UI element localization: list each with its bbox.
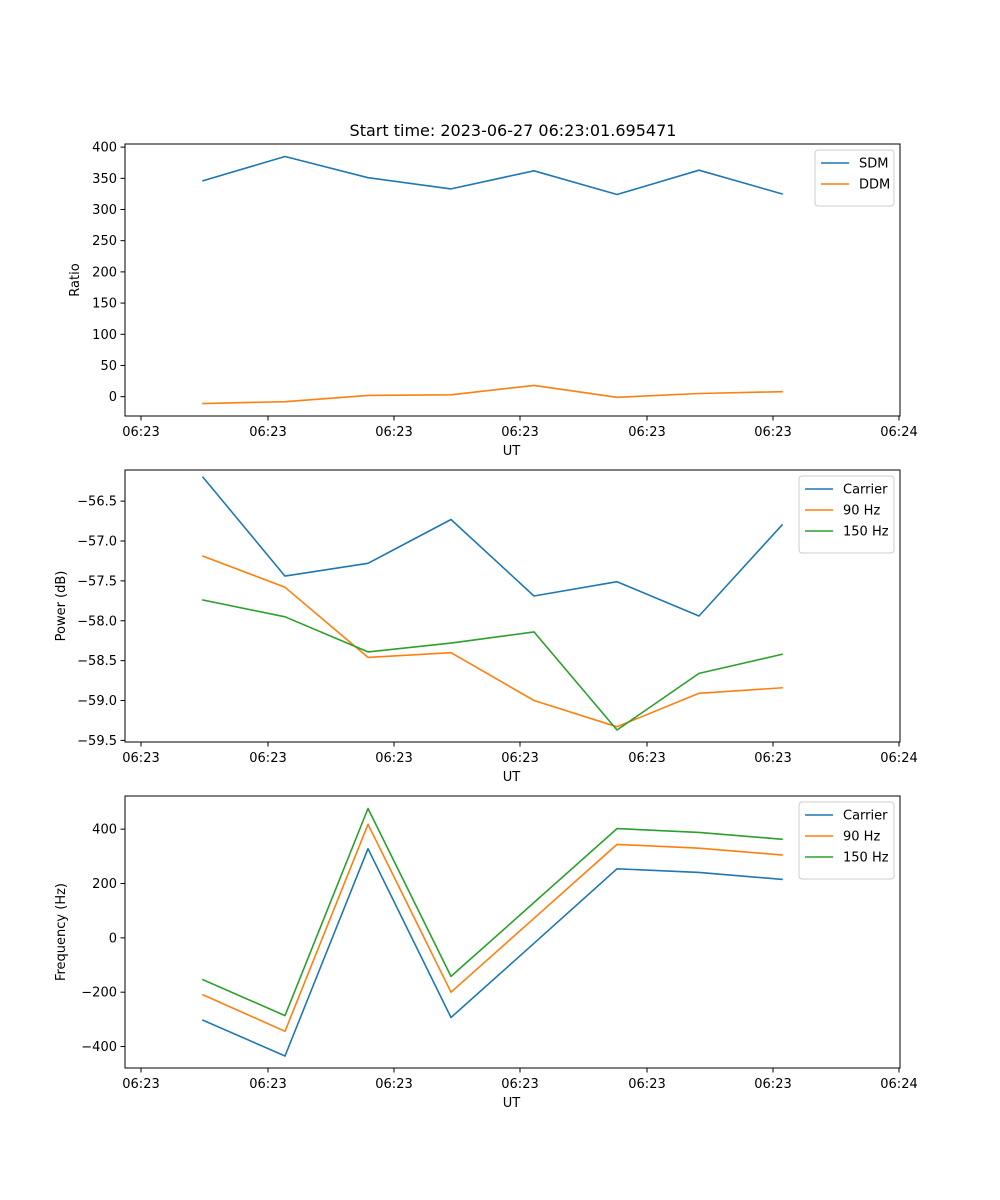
x-tick-label: 06:23: [375, 425, 412, 440]
legend-label: 150 Hz: [843, 525, 889, 540]
x-tick-label: 06:23: [501, 425, 538, 440]
y-tick-label: 150: [92, 297, 117, 312]
x-axis-label: UT: [503, 1096, 521, 1111]
series-line-carrier: [201, 847, 783, 1057]
y-tick-label: 350: [92, 172, 117, 187]
y-tick-label: −57.0: [77, 534, 117, 549]
legend-label: SDM: [859, 157, 888, 172]
y-tick-label: −57.5: [77, 574, 117, 589]
y-tick-label: −200: [81, 986, 117, 1001]
x-tick-label: 06:23: [501, 1077, 538, 1092]
series-line-150-hz: [202, 599, 783, 731]
legend-label: Carrier: [843, 483, 888, 498]
y-tick-label: −59.0: [77, 694, 117, 709]
power-panel: 06:23 06:23 06:23 06:23 06:23 06:23 06:24 −56.5…: [54, 469, 918, 785]
y-tick-label: 400: [92, 141, 117, 156]
y-axis-label: Ratio: [68, 263, 83, 296]
axes-frame: [124, 795, 901, 1069]
ratio-panel: 06:23 06:23 06:23 06:23 06:23 06:23 06:24 0 50 10…: [68, 141, 918, 459]
figure-title: Start time: 2023-06-27 06:23:01.695471: [350, 121, 677, 140]
x-tick-label: 06:23: [501, 751, 538, 766]
y-tick-label: 200: [92, 265, 117, 280]
x-tick-label: 06:23: [122, 1077, 159, 1092]
y-tick-label: 250: [92, 234, 117, 249]
axes-frame: [124, 469, 901, 743]
frequency-panel: 06:23 06:23 06:23 06:23 06:23 06:23 06:24 400 20…: [54, 795, 918, 1111]
y-axis-label: Frequency (Hz): [54, 883, 69, 981]
x-tick-label: 06:24: [880, 425, 917, 440]
legend: Carrier 90 Hz 150 Hz: [798, 801, 895, 880]
series-line-carrier: [201, 476, 784, 617]
x-tick-label: 06:23: [628, 425, 665, 440]
x-tick-label: 06:23: [754, 751, 791, 766]
legend: Carrier 90 Hz 150 Hz: [798, 475, 895, 554]
x-axis-label: UT: [503, 770, 521, 785]
y-tick-label: 0: [109, 931, 117, 946]
x-tick-label: 06:24: [880, 751, 917, 766]
legend-label: Carrier: [843, 809, 888, 824]
legend-label: 150 Hz: [843, 851, 889, 866]
axes-frame: [124, 143, 901, 417]
x-tick-label: 06:23: [249, 751, 286, 766]
series-line-90-hz: [201, 823, 783, 1033]
legend-frame: [814, 149, 895, 207]
series-line-sdm: [202, 155, 783, 196]
legend-label: 90 Hz: [843, 504, 880, 519]
x-tick-label: 06:23: [122, 751, 159, 766]
x-tick-label: 06:23: [375, 751, 412, 766]
x-axis-label: UT: [503, 444, 521, 459]
y-tick-label: 200: [92, 877, 117, 892]
legend-label: 90 Hz: [843, 830, 880, 845]
series-line-ddm: [202, 384, 783, 405]
legend-label: DDM: [859, 178, 890, 193]
y-tick-label: 50: [100, 359, 117, 374]
series-line-150-hz: [201, 807, 783, 1017]
y-tick-label: −56.5: [77, 495, 117, 510]
y-tick-label: 300: [92, 203, 117, 218]
y-axis-label: Power (dB): [54, 571, 69, 642]
series-line-90-hz: [201, 555, 783, 728]
x-tick-label: 06:24: [880, 1077, 917, 1092]
x-tick-label: 06:23: [754, 1077, 791, 1092]
legend: SDM DDM: [814, 149, 895, 207]
x-tick-label: 06:23: [628, 1077, 665, 1092]
x-tick-label: 06:23: [249, 1077, 286, 1092]
x-tick-label: 06:23: [249, 425, 286, 440]
x-tick-label: 06:23: [122, 425, 159, 440]
y-tick-label: −59.5: [77, 734, 117, 749]
x-tick-label: 06:23: [754, 425, 791, 440]
x-tick-label: 06:23: [375, 1077, 412, 1092]
y-tick-label: 0: [109, 390, 117, 405]
x-tick-label: 06:23: [628, 751, 665, 766]
y-tick-label: −400: [81, 1040, 117, 1055]
y-tick-label: 100: [92, 328, 117, 343]
y-tick-label: −58.5: [77, 654, 117, 669]
y-tick-label: 400: [92, 823, 117, 838]
y-tick-label: −58.0: [77, 614, 117, 629]
legend-frame: [798, 475, 895, 554]
legend-frame: [798, 801, 895, 880]
